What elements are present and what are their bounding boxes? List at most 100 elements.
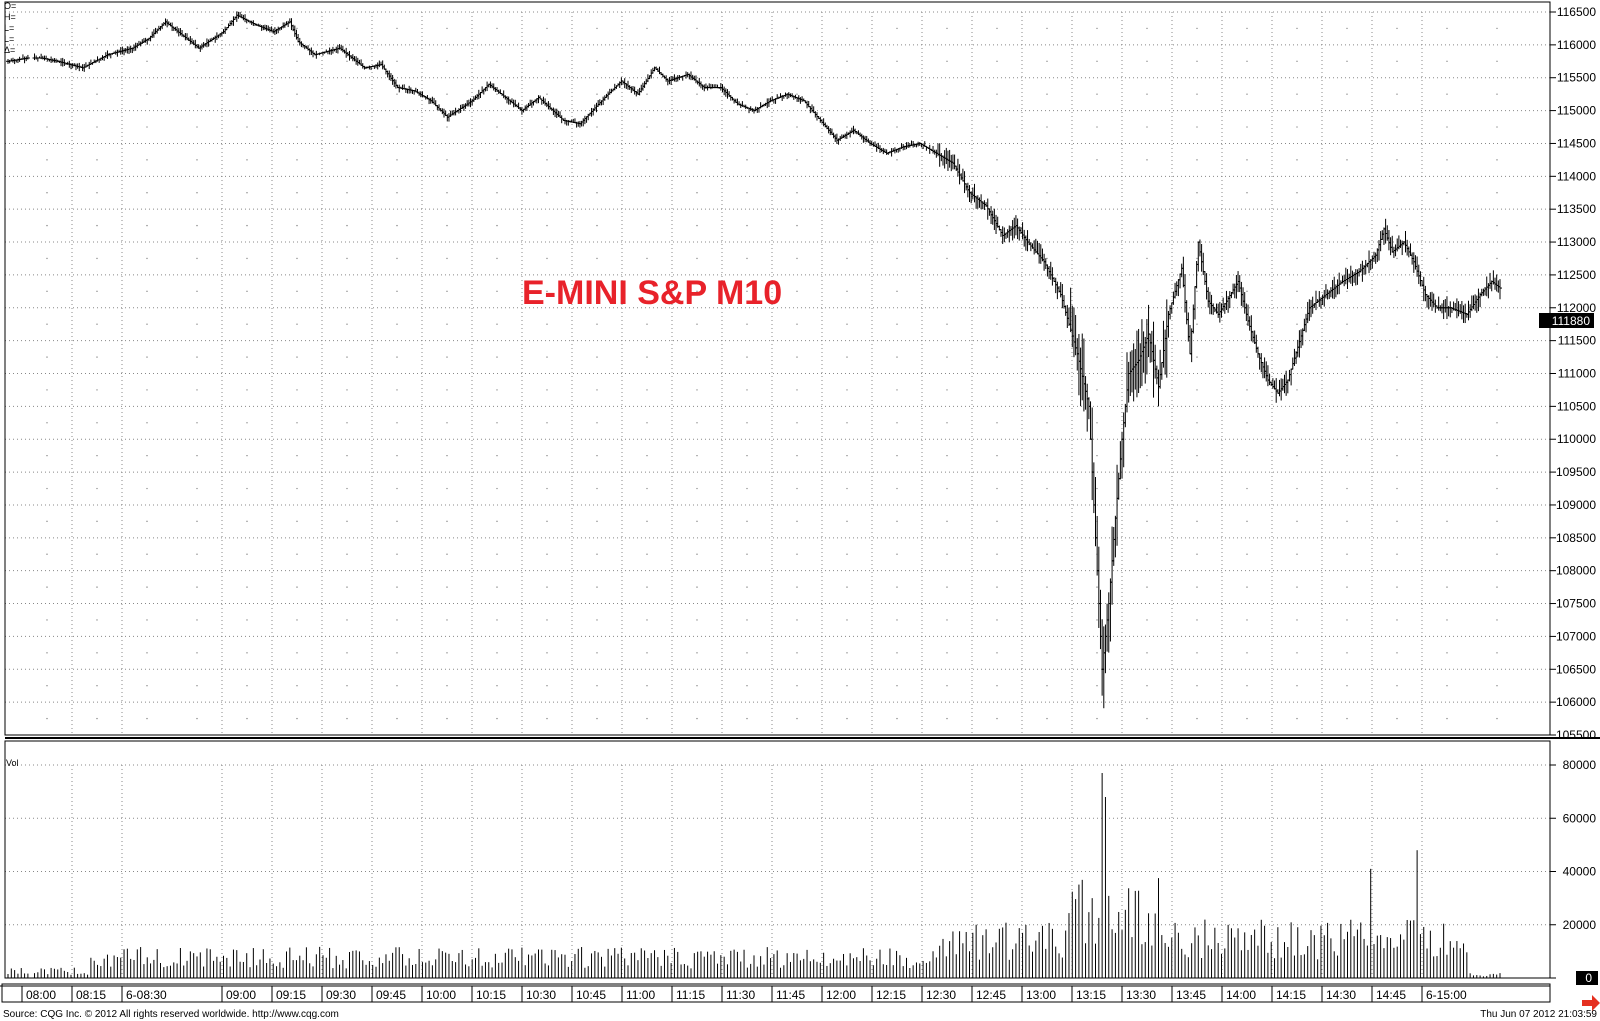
grid-dot bbox=[1346, 717, 1348, 720]
grid-dot bbox=[846, 454, 848, 457]
grid-dot bbox=[696, 126, 698, 128]
grid-dot bbox=[696, 652, 698, 654]
grid-dot bbox=[746, 323, 748, 325]
grid-dot bbox=[1096, 159, 1098, 161]
grid-dot bbox=[96, 652, 98, 654]
x-tick-label: 12:00 bbox=[826, 988, 856, 1002]
grid-dot bbox=[996, 422, 998, 424]
grid-dot bbox=[1146, 685, 1148, 687]
grid-dot bbox=[1246, 356, 1248, 358]
grid-dot bbox=[1496, 422, 1498, 424]
y-tick-label: 105500 bbox=[1556, 728, 1596, 742]
grid-dot bbox=[196, 192, 198, 194]
grid-dot bbox=[96, 586, 98, 588]
grid-dot bbox=[1146, 389, 1148, 391]
grid-dot bbox=[946, 257, 948, 260]
grid-dot bbox=[346, 159, 348, 161]
grid-dot bbox=[396, 159, 398, 161]
grid-dot bbox=[996, 93, 998, 95]
grid-dot bbox=[446, 422, 448, 424]
grid-dot bbox=[1146, 422, 1148, 424]
grid-dot bbox=[446, 27, 448, 30]
grid-dot bbox=[1296, 454, 1298, 457]
scroll-right-arrow-icon[interactable] bbox=[1582, 995, 1600, 1011]
x-tick-label: 11:30 bbox=[726, 988, 755, 1002]
grid-dot bbox=[396, 224, 398, 227]
grid-dot bbox=[1496, 224, 1498, 227]
grid-dot bbox=[446, 290, 448, 293]
grid-dot bbox=[696, 224, 698, 227]
grid-dot bbox=[496, 422, 498, 424]
footer-source: Source: CQG Inc. © 2012 All rights reser… bbox=[3, 1009, 339, 1020]
grid-dot bbox=[1346, 290, 1348, 293]
grid-dot bbox=[496, 454, 498, 457]
grid-dot bbox=[446, 487, 448, 490]
x-tick-label: 13:15 bbox=[1076, 988, 1106, 1002]
grid-dot bbox=[646, 520, 648, 523]
x-tick-label: 14:00 bbox=[1226, 988, 1256, 1002]
grid-dot bbox=[346, 422, 348, 424]
y-tick-label: 108000 bbox=[1556, 564, 1596, 578]
grid-dot bbox=[296, 224, 298, 227]
grid-dot bbox=[746, 685, 748, 687]
grid-dot bbox=[1096, 60, 1098, 62]
grid-dot bbox=[1446, 685, 1448, 687]
grid-dot bbox=[1396, 159, 1398, 161]
grid-dot bbox=[596, 454, 598, 457]
grid-dot bbox=[46, 126, 48, 128]
grid-dot bbox=[796, 389, 798, 391]
grid-dot bbox=[896, 257, 898, 260]
grid-dot bbox=[196, 290, 198, 293]
grid-dot bbox=[246, 60, 248, 62]
grid-dot bbox=[846, 389, 848, 391]
grid-dot bbox=[846, 290, 848, 293]
grid-dot bbox=[1196, 520, 1198, 523]
grid-dot bbox=[896, 356, 898, 358]
grid-dot bbox=[896, 27, 898, 30]
grid-dot bbox=[996, 652, 998, 654]
grid-dot bbox=[296, 93, 298, 95]
grid-dot bbox=[796, 290, 798, 293]
grid-dot bbox=[796, 685, 798, 687]
grid-dot bbox=[1246, 652, 1248, 654]
grid-dot bbox=[96, 553, 98, 555]
grid-dot bbox=[1346, 487, 1348, 490]
grid-dot bbox=[446, 60, 448, 62]
grid-dot bbox=[1346, 27, 1348, 30]
grid-dot bbox=[196, 619, 198, 621]
grid-dot bbox=[846, 27, 848, 30]
grid-dot bbox=[1496, 159, 1498, 161]
chart-title: E-MINI S&P M10 bbox=[522, 274, 782, 312]
grid-dot bbox=[96, 717, 98, 720]
grid-dot bbox=[1496, 356, 1498, 358]
grid-dot bbox=[1096, 717, 1098, 720]
grid-dot bbox=[796, 586, 798, 588]
grid-dot bbox=[46, 619, 48, 621]
grid-dot bbox=[546, 652, 548, 654]
grid-dot bbox=[1196, 487, 1198, 490]
y-tick-label: 115500 bbox=[1557, 71, 1596, 85]
grid-dot bbox=[846, 224, 848, 227]
grid-dot bbox=[696, 619, 698, 621]
grid-dot bbox=[1196, 586, 1198, 588]
grid-dot bbox=[346, 27, 348, 30]
grid-dot bbox=[546, 27, 548, 30]
grid-dot bbox=[496, 685, 498, 687]
grid-dot bbox=[446, 159, 448, 161]
grid-dot bbox=[296, 553, 298, 555]
grid-dot bbox=[1446, 290, 1448, 293]
grid-dot bbox=[496, 520, 498, 523]
grid-dot bbox=[946, 422, 948, 424]
grid-dot bbox=[1046, 290, 1048, 293]
grid-dot bbox=[446, 652, 448, 654]
y-tick-label: 0 bbox=[1585, 971, 1592, 985]
grid-dot bbox=[596, 685, 598, 687]
grid-dot bbox=[846, 619, 848, 621]
grid-dot bbox=[496, 323, 498, 325]
grid-dot bbox=[896, 290, 898, 293]
grid-dot bbox=[1396, 487, 1398, 490]
volume-label: Vol bbox=[6, 758, 19, 768]
grid-dot bbox=[1496, 60, 1498, 62]
grid-dot bbox=[396, 126, 398, 128]
